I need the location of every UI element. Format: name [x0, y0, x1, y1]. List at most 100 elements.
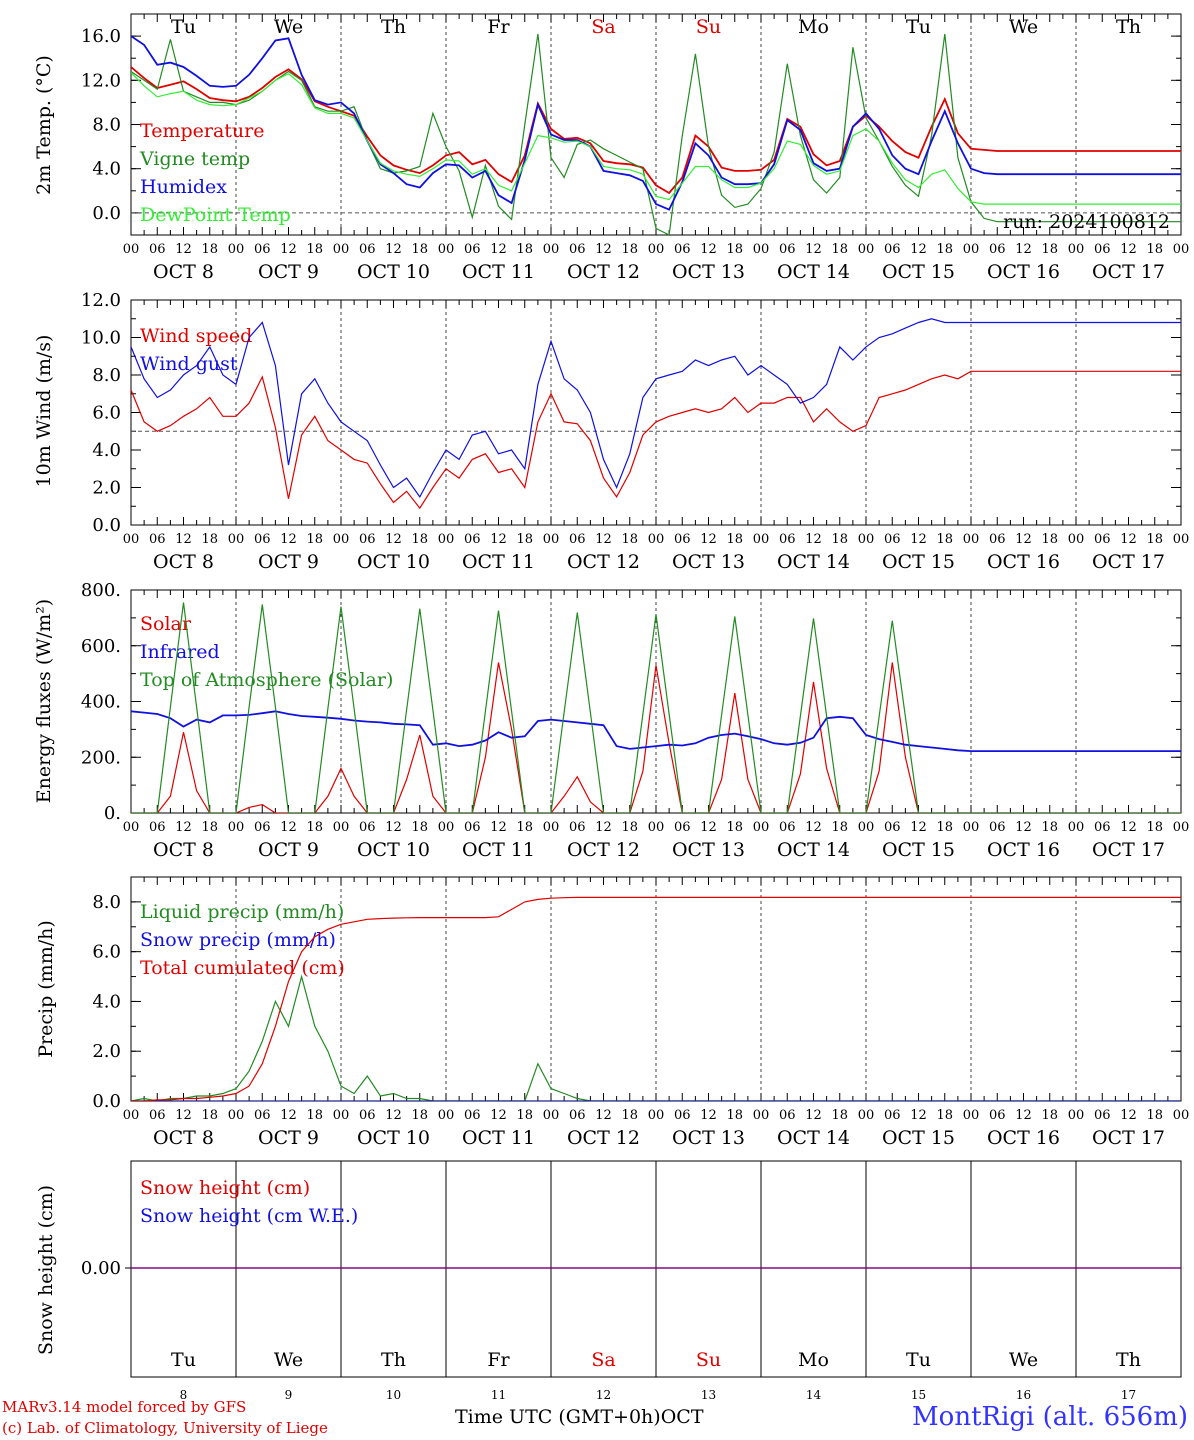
y-tick-label: 0. — [104, 803, 121, 824]
y-tick-label: 2.0 — [92, 478, 121, 499]
hour-label: 06 — [884, 532, 901, 547]
hour-label: 00 — [753, 820, 770, 835]
hour-label: 00 — [1068, 1108, 1085, 1123]
hour-label: 06 — [1094, 1108, 1111, 1123]
hour-label: 12 — [1120, 1108, 1137, 1123]
hour-label: 06 — [359, 242, 376, 257]
hour-label: 00 — [543, 242, 560, 257]
date-label: OCT 10 — [357, 551, 430, 573]
hour-label: 00 — [543, 532, 560, 547]
date-label: OCT 17 — [1092, 839, 1165, 861]
hour-label: 18 — [1146, 242, 1163, 257]
y-tick-label: 16.0 — [81, 26, 121, 47]
y-tick-label: 12.0 — [81, 290, 121, 311]
weekday-label: Sa — [591, 1349, 615, 1371]
hour-label: 12 — [1120, 820, 1137, 835]
date-label: OCT 8 — [153, 839, 214, 861]
day-number-label: 11 — [491, 1388, 506, 1402]
hour-label: 12 — [385, 820, 402, 835]
date-label: OCT 16 — [987, 261, 1060, 283]
weekday-label: Fr — [487, 16, 510, 38]
series-dewpoint-temp — [131, 72, 1181, 205]
hour-label: 18 — [936, 532, 953, 547]
day-number-label: 17 — [1121, 1388, 1136, 1402]
time-axis-label: Time UTC (GMT+0h) — [455, 1406, 661, 1428]
hour-label: 00 — [963, 1108, 980, 1123]
y-tick-label: 2.0 — [92, 1041, 121, 1062]
hour-label: 12 — [595, 532, 612, 547]
date-label: OCT 12 — [567, 551, 640, 573]
hour-label: 00 — [858, 1108, 875, 1123]
hour-label: 00 — [543, 820, 560, 835]
weekday-label: Fr — [487, 1349, 510, 1371]
y-tick-label: 4.0 — [92, 159, 121, 180]
day-number-label: 14 — [806, 1388, 822, 1402]
y-tick-label: 8.0 — [92, 892, 121, 913]
panel-snow: 0.00 Snow height (cm) Snow height (cm) Snow… — [35, 1160, 1182, 1402]
hour-label: 06 — [1094, 242, 1111, 257]
weekday-label: We — [1009, 16, 1038, 38]
panel-energy: 0. 200. 400. 600. 800. Energy fluxes (W/m²) So… — [33, 580, 1189, 861]
day-number-label: 8 — [180, 1388, 188, 1402]
hour-label: 18 — [621, 1108, 638, 1123]
hour-label: 00 — [543, 1108, 560, 1123]
hour-label: 06 — [779, 242, 796, 257]
date-label: OCT 15 — [882, 551, 955, 573]
hour-label: 00 — [228, 1108, 245, 1123]
date-label: OCT 9 — [258, 1127, 319, 1149]
y-tick-label: 6.0 — [92, 942, 121, 963]
hour-label: 18 — [201, 532, 218, 547]
hour-label: 06 — [359, 820, 376, 835]
hour-label: 18 — [621, 820, 638, 835]
hour-label: 12 — [1015, 1108, 1032, 1123]
hour-label: 00 — [228, 820, 245, 835]
hour-label: 12 — [805, 242, 822, 257]
hour-label: 18 — [831, 820, 848, 835]
hour-label: 18 — [936, 820, 953, 835]
model-credit: MARv3.14 model forced by GFS — [2, 1398, 247, 1416]
hour-label: 18 — [516, 242, 533, 257]
hour-label: 18 — [831, 532, 848, 547]
hour-label: 12 — [280, 1108, 297, 1123]
date-label: OCT 15 — [882, 261, 955, 283]
hour-label: 00 — [123, 1108, 140, 1123]
plot-frame — [130, 299, 1182, 526]
weekday-label: Th — [381, 1349, 406, 1371]
hour-label: 06 — [254, 820, 271, 835]
hour-label: 18 — [201, 1108, 218, 1123]
hour-label: 00 — [858, 532, 875, 547]
date-label: OCT 17 — [1092, 261, 1165, 283]
legend-entry: Total cumulated (cm) — [140, 957, 345, 979]
date-label: OCT 9 — [258, 261, 319, 283]
run-annotation: run: 2024100812 — [1003, 211, 1170, 233]
series-top-of-atmosphere-solar- — [131, 602, 1181, 813]
date-label: OCT 13 — [672, 261, 745, 283]
hour-label: 12 — [595, 1108, 612, 1123]
hour-label: 06 — [569, 820, 586, 835]
series-infrared — [131, 710, 1181, 752]
date-label: OCT 15 — [882, 1127, 955, 1149]
hour-label: 00 — [753, 532, 770, 547]
hour-label: 06 — [254, 1108, 271, 1123]
y-tick-label: 0.0 — [92, 515, 121, 536]
hour-label: 12 — [1015, 242, 1032, 257]
hour-label: 12 — [700, 820, 717, 835]
legend-entry: Wind gust — [140, 353, 238, 375]
series-temperature — [131, 66, 1181, 195]
hour-label: 18 — [411, 532, 428, 547]
hour-label: 18 — [1041, 1108, 1058, 1123]
hour-label: 12 — [700, 242, 717, 257]
hour-label: 12 — [595, 242, 612, 257]
hour-label: 06 — [779, 1108, 796, 1123]
date-label: OCT 11 — [462, 551, 535, 573]
date-label: OCT 10 — [357, 1127, 430, 1149]
weekday-label: Tu — [906, 1349, 931, 1371]
hour-label: 18 — [1146, 1108, 1163, 1123]
y-tick-label: 0.0 — [92, 1091, 121, 1112]
y-tick-label: 400. — [81, 692, 121, 713]
date-label: OCT 11 — [462, 839, 535, 861]
hour-label: 00 — [858, 242, 875, 257]
hour-label: 06 — [359, 532, 376, 547]
hour-label: 18 — [411, 242, 428, 257]
hour-label: 06 — [569, 532, 586, 547]
